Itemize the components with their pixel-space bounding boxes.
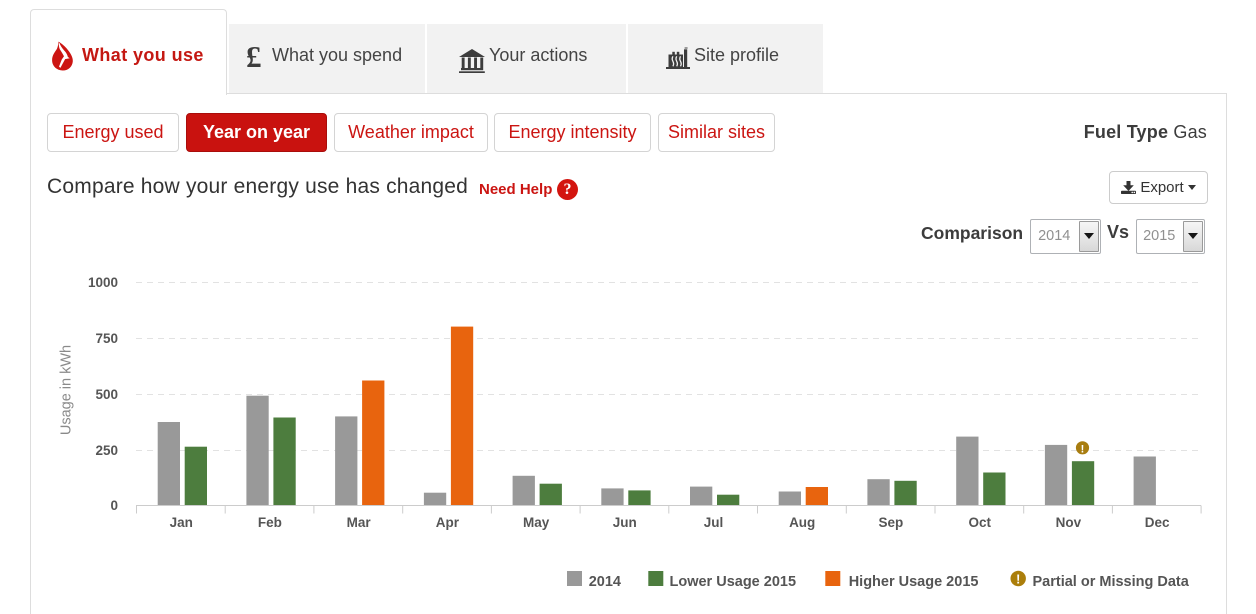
svg-text:Usage in kWh: Usage in kWh xyxy=(59,345,75,435)
svg-text:Sep: Sep xyxy=(879,515,904,530)
svg-text:Higher Usage 2015: Higher Usage 2015 xyxy=(849,574,979,590)
svg-text:250: 250 xyxy=(95,443,118,458)
svg-text:Mar: Mar xyxy=(347,515,372,530)
svg-text:Aug: Aug xyxy=(789,515,815,530)
svg-text:!: ! xyxy=(1016,573,1020,587)
svg-text:Feb: Feb xyxy=(258,515,282,530)
svg-text:Jan: Jan xyxy=(170,515,193,530)
svg-text:!: ! xyxy=(1081,443,1085,455)
svg-text:2014: 2014 xyxy=(589,574,621,590)
svg-text:1000: 1000 xyxy=(88,275,118,290)
svg-text:Partial or Missing Data: Partial or Missing Data xyxy=(1033,574,1190,590)
svg-text:Dec: Dec xyxy=(1145,515,1170,530)
svg-text:Oct: Oct xyxy=(968,515,991,530)
svg-text:500: 500 xyxy=(95,387,118,402)
svg-text:Jun: Jun xyxy=(613,515,637,530)
svg-text:Lower Usage 2015: Lower Usage 2015 xyxy=(670,574,797,590)
svg-text:£: £ xyxy=(246,40,262,70)
svg-text:750: 750 xyxy=(95,331,118,346)
svg-text:Jul: Jul xyxy=(704,515,724,530)
svg-text:May: May xyxy=(523,515,550,530)
svg-text:0: 0 xyxy=(110,498,118,513)
svg-text:Nov: Nov xyxy=(1056,515,1082,530)
svg-text:Apr: Apr xyxy=(436,515,460,530)
